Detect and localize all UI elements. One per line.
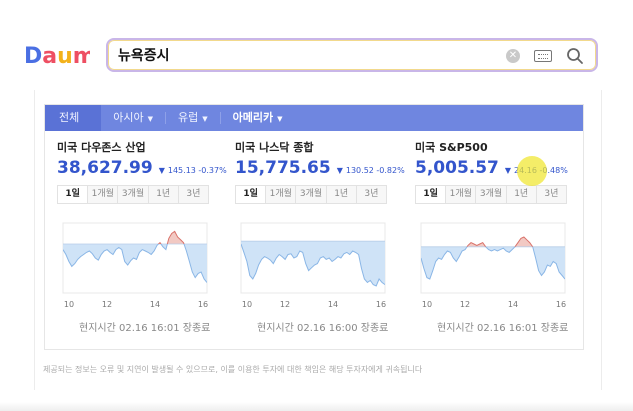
tab-divider xyxy=(219,112,221,124)
local-time-status: 현지시간 02.16 16:01 장종료 xyxy=(79,323,211,334)
index-title[interactable]: 미국 다우존스 산업 xyxy=(57,141,146,154)
cursor-highlight xyxy=(517,156,547,186)
index-value: 15,775.65 xyxy=(235,158,331,178)
rising-area xyxy=(63,231,207,244)
x-tick-label: 12 xyxy=(102,300,112,309)
disclaimer-text: 제공되는 정보는 오류 및 지연이 발생될 수 있으므로, 이를 이용한 투자에… xyxy=(43,365,423,374)
period-tab-1y[interactable]: 1년 xyxy=(149,186,179,203)
period-tab-3y[interactable]: 3년 xyxy=(544,189,559,199)
tab-divider xyxy=(165,112,167,124)
x-tick-label: 16 xyxy=(376,300,386,309)
index-value-row: 5,005.57 ▼ 24.16 -0.48% xyxy=(415,158,583,178)
x-tick-label: 10 xyxy=(64,300,74,309)
price-line-falling xyxy=(63,244,207,283)
chevron-down-icon: ▼ xyxy=(202,115,208,123)
search-input[interactable] xyxy=(118,47,498,63)
period-tab-1y[interactable]: 1년 xyxy=(327,186,357,203)
period-tab-3y[interactable]: 3년 xyxy=(364,189,379,199)
period-tab-1m[interactable]: 1개월 xyxy=(446,186,477,203)
falling-area xyxy=(421,246,565,279)
period-tab-3m[interactable]: 3개월 xyxy=(118,186,149,203)
x-tick-label: 10 xyxy=(242,300,252,309)
local-time-status: 현지시간 02.16 16:00 장종료 xyxy=(257,323,389,334)
price-line-falling xyxy=(421,246,565,280)
x-tick-label: 16 xyxy=(198,300,208,309)
index-value-row: 15,775.65 ▼ 130.52 -0.82% xyxy=(235,158,405,178)
period-tab-3m[interactable]: 3개월 xyxy=(476,186,507,203)
index-change: 145.13 -0.37% xyxy=(167,166,227,175)
index-title[interactable]: 미국 나스닥 종합 xyxy=(235,141,314,154)
x-tick-label: 14 xyxy=(150,300,160,309)
x-tick-label: 14 xyxy=(508,300,518,309)
index-value: 5,005.57 xyxy=(415,158,499,178)
x-tick-label: 12 xyxy=(280,300,290,309)
price-line-falling xyxy=(241,243,385,287)
falling-area xyxy=(63,244,207,283)
chevron-down-icon: ▼ xyxy=(147,115,154,123)
intraday-chart[interactable]: 10 12 14 16 xyxy=(235,217,395,317)
period-tab-1y[interactable]: 1년 xyxy=(507,186,537,203)
period-tab-1d[interactable]: 1일 xyxy=(416,186,447,203)
period-tab-3m[interactable]: 3개월 xyxy=(296,186,327,203)
tab-all[interactable]: 전체 xyxy=(45,105,102,131)
falling-area xyxy=(241,241,385,286)
period-tab-1d[interactable]: 1일 xyxy=(236,186,267,203)
intraday-chart[interactable]: 10 12 14 16 xyxy=(57,217,217,317)
chevron-down-icon: ▼ xyxy=(277,115,283,123)
down-arrow-icon: ▼ xyxy=(158,166,165,175)
index-change: 130.52 -0.82% xyxy=(345,166,405,175)
search-icon[interactable] xyxy=(566,47,584,65)
stock-index-card: 전체 아시아 ▼ 유럽 ▼ 아메리카 ▼ 미국 다우존스 산업 38,627.99 ▼… xyxy=(34,90,602,390)
page-bottom-shade xyxy=(0,402,633,411)
index-panel-nasdaq: 미국 나스닥 종합 15,775.65 ▼ 130.52 -0.82% 1일 1… xyxy=(235,139,405,339)
local-time-status: 현지시간 02.16 16:01 장종료 xyxy=(437,323,569,334)
index-value: 38,627.99 xyxy=(57,158,153,178)
clear-icon[interactable]: ✕ xyxy=(506,49,520,63)
period-tab-1d[interactable]: 1일 xyxy=(58,186,89,203)
x-tick-label: 10 xyxy=(422,300,432,309)
index-panel-dow: 미국 다우존스 산업 38,627.99 ▼ 145.13 -0.37% 1일 … xyxy=(57,139,227,339)
index-title[interactable]: 미국 S&P500 xyxy=(415,141,488,154)
keyboard-icon[interactable] xyxy=(534,50,552,62)
search-box[interactable]: ✕ xyxy=(106,38,598,72)
down-arrow-icon: ▼ xyxy=(336,166,343,175)
stock-index-widget: 전체 아시아 ▼ 유럽 ▼ 아메리카 ▼ 미국 다우존스 산업 38,627.99 ▼… xyxy=(44,104,584,350)
intraday-chart[interactable]: 10 12 14 16 xyxy=(415,217,575,317)
period-tab-1m[interactable]: 1개월 xyxy=(88,186,119,203)
tab-europe[interactable]: 유럽 ▼ xyxy=(178,111,208,124)
tab-asia[interactable]: 아시아 ▼ xyxy=(113,111,154,124)
x-tick-label: 14 xyxy=(328,300,338,309)
index-value-row: 38,627.99 ▼ 145.13 -0.37% xyxy=(57,158,227,178)
period-tabs: 1일 1개월 3개월 1년 3년 xyxy=(235,185,387,204)
down-arrow-icon: ▼ xyxy=(504,166,512,175)
x-tick-label: 16 xyxy=(556,300,566,309)
price-line-rising xyxy=(157,230,185,244)
period-tabs: 1일 1개월 3개월 1년 3년 xyxy=(57,185,209,204)
period-tab-1m[interactable]: 1개월 xyxy=(266,186,297,203)
period-tabs: 1일 1개월 3개월 1년 3년 xyxy=(415,185,567,204)
x-tick-label: 12 xyxy=(460,300,470,309)
tab-americas[interactable]: 아메리카 ▼ xyxy=(232,111,283,124)
region-tabbar: 전체 아시아 ▼ 유럽 ▼ 아메리카 ▼ xyxy=(45,105,583,131)
svg-text:Daum: Daum xyxy=(24,44,90,68)
period-tab-3y[interactable]: 3년 xyxy=(186,189,201,199)
daum-logo[interactable]: Daum xyxy=(24,40,90,70)
index-panel-sp500: 미국 S&P500 5,005.57 ▼ 24.16 -0.48% 1일 1개월… xyxy=(415,139,583,339)
